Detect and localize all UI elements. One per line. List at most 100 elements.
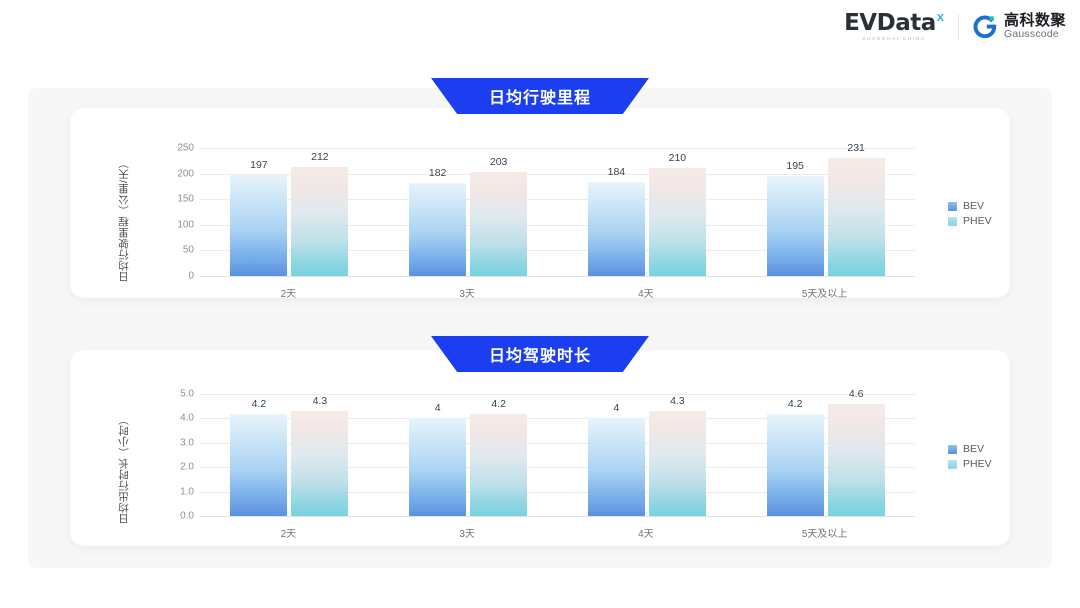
bar-group: 4 4.3 xyxy=(558,394,737,516)
evdata-data-text: Data xyxy=(876,10,937,36)
bars-layer: 4.2 4.3 4 4.2 4 4.3 4.2 4.6 xyxy=(200,388,915,516)
y-tick-label: 200 xyxy=(177,168,194,180)
y-tick-label: 1.0 xyxy=(180,486,194,498)
bar-bev[interactable] xyxy=(766,413,824,516)
gausscode-text: 高科数聚 Gausscode xyxy=(1004,13,1066,40)
bar-phev[interactable] xyxy=(291,167,349,276)
bar-phev[interactable] xyxy=(291,411,349,516)
legend-swatch-phev xyxy=(948,216,957,226)
bar-value-label: 4.6 xyxy=(848,387,864,400)
chart-legend: BEV PHEV xyxy=(948,200,992,227)
y-axis-title: 日均行驶里程（公里/天） xyxy=(118,157,130,282)
y-axis-title: 日均出行时长（小时） xyxy=(118,414,130,524)
legend-item-bev[interactable]: BEV xyxy=(948,200,992,212)
bar-value-label: 210 xyxy=(668,152,687,165)
bars-layer: 197 212 182 203 184 210 195 231 xyxy=(200,142,915,276)
x-category-label: 4天 xyxy=(638,529,654,540)
bar-value-label: 4.2 xyxy=(251,397,267,410)
bar-bev[interactable] xyxy=(230,175,288,276)
y-tick-label: 50 xyxy=(182,244,194,256)
y-tick-label: 100 xyxy=(177,219,194,231)
gridline xyxy=(200,276,915,277)
legend-swatch-bev xyxy=(948,201,957,211)
gridline xyxy=(200,516,915,517)
bar-phev[interactable] xyxy=(648,411,706,516)
gridline xyxy=(200,442,915,444)
bar-value-label: 4 xyxy=(434,402,441,415)
gausscode-en-name: Gausscode xyxy=(1003,28,1059,41)
bar-value-label: 195 xyxy=(786,160,804,173)
gridline xyxy=(200,173,915,175)
y-tick-label: 5.0 xyxy=(180,388,194,400)
bar-phev[interactable] xyxy=(648,168,706,276)
gridline xyxy=(200,250,915,252)
bar-bev[interactable] xyxy=(766,176,824,276)
x-category-label: 2天 xyxy=(280,289,297,300)
x-category-label: 3天 xyxy=(459,289,475,300)
bar-group: 4.2 4.6 xyxy=(736,388,915,516)
legend-item-phev[interactable]: PHEV xyxy=(948,215,992,227)
page-header: EV Data x SHANGHAI CHINA 高科数聚 Gausscode xyxy=(0,0,1080,60)
evdata-ev-text: EV xyxy=(844,10,877,36)
chart-title-banner-daily-mileage: 日均行驶里程 xyxy=(431,78,649,114)
legend-item-bev[interactable]: BEV xyxy=(948,443,992,455)
legend-label-phev: PHEV xyxy=(963,458,992,470)
gausscode-mark-icon xyxy=(973,15,997,39)
y-tick-label: 4.0 xyxy=(180,412,194,424)
x-category-label: 4天 xyxy=(638,289,654,300)
legend-item-phev[interactable]: PHEV xyxy=(948,458,992,470)
bar-value-label: 197 xyxy=(250,159,268,172)
y-tick-label: 3.0 xyxy=(180,437,194,449)
bar-value-label: 212 xyxy=(311,151,329,164)
bar-group: 195 231 xyxy=(736,142,915,276)
legend-swatch-bev xyxy=(948,444,957,454)
chart-card-daily-duration: 日均出行时长（小时） 0.0 1.0 2.0 3.0 4.0 5.0 4.2 4.3 4 4.2 4 4… xyxy=(70,350,1010,546)
gridline xyxy=(200,491,915,493)
evdata-logo: EV Data x SHANGHAI CHINA xyxy=(844,9,944,42)
x-category-label: 2天 xyxy=(280,529,297,540)
gridline xyxy=(200,148,915,149)
legend-swatch-phev xyxy=(948,459,957,469)
bar-phev[interactable] xyxy=(470,413,528,516)
bar-phev[interactable] xyxy=(470,172,528,276)
bar-group: 182 203 xyxy=(379,148,558,276)
y-axis-ticks: 0 50 100 150 200 250 xyxy=(160,143,194,282)
legend-label-phev: PHEV xyxy=(963,215,992,227)
bar-bev[interactable] xyxy=(587,418,645,516)
x-category-label: 5天及以上 xyxy=(801,529,848,540)
bar-value-label: 4 xyxy=(613,402,620,415)
bar-group: 197 212 xyxy=(200,148,379,276)
logo-divider xyxy=(957,13,959,40)
bar-bev[interactable] xyxy=(587,181,645,276)
bar-group: 184 210 xyxy=(558,148,737,276)
gridline xyxy=(200,199,915,201)
bar-group: 4 4.2 xyxy=(379,394,558,516)
chart-title-daily-mileage: 日均行驶里程 xyxy=(488,90,591,107)
chart-legend: BEV PHEV xyxy=(948,443,992,470)
bar-value-label: 231 xyxy=(847,141,865,154)
bar-bev[interactable] xyxy=(409,182,467,276)
chart-title-banner-daily-duration: 日均驾驶时长 xyxy=(431,336,649,372)
gausscode-cn-name: 高科数聚 xyxy=(1003,12,1066,30)
bar-bev[interactable] xyxy=(230,413,288,516)
logo-row: EV Data x SHANGHAI CHINA 高科数聚 Gausscode xyxy=(844,9,1066,42)
y-tick-label: 250 xyxy=(177,142,194,154)
evdata-wordmark: EV Data x xyxy=(844,9,944,36)
evdata-subtitle: SHANGHAI CHINA xyxy=(862,36,926,41)
gridline xyxy=(200,418,915,420)
plot-area-daily-duration: 日均出行时长（小时） 0.0 1.0 2.0 3.0 4.0 5.0 4.2 4.3 4 4.2 4 4… xyxy=(70,350,1010,546)
legend-label-bev: BEV xyxy=(963,443,985,455)
legend-label-bev: BEV xyxy=(963,200,985,212)
evdata-superscript-x: x xyxy=(936,9,944,24)
gausscode-logo: 高科数聚 Gausscode xyxy=(973,13,1066,40)
y-axis-ticks: 0.0 1.0 2.0 3.0 4.0 5.0 xyxy=(160,389,194,522)
charts-panel: 日均行驶里程（公里/天） 0 50 100 150 200 250 197 212 182 203 1… xyxy=(28,88,1052,568)
bar-bev[interactable] xyxy=(409,418,467,516)
bar-value-label: 4.2 xyxy=(491,397,506,410)
y-tick-label: 2.0 xyxy=(180,461,194,473)
bar-value-label: 4.3 xyxy=(670,395,685,408)
bar-value-label: 184 xyxy=(607,165,626,178)
bar-phev[interactable] xyxy=(827,403,885,516)
gridline xyxy=(200,394,915,395)
bar-phev[interactable] xyxy=(827,157,885,276)
